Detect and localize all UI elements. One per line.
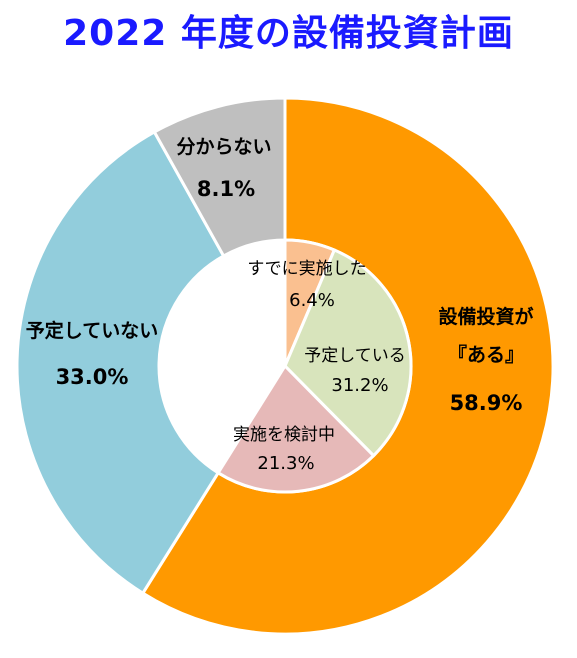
outer-value-2: 8.1%: [197, 177, 255, 201]
outer-label-1: 予定していない: [26, 319, 158, 342]
outer-value-0: 58.9%: [450, 391, 523, 415]
outer-label-0: 設備投資が: [438, 305, 533, 328]
inner-value-2: 21.3%: [257, 453, 314, 474]
outer-slice-1: [15, 129, 226, 596]
outer-value-1: 33.0%: [56, 365, 129, 389]
inner-label-0: すでに実施した: [247, 259, 366, 279]
chart-title: 2022 年度の設備投資計画: [63, 13, 514, 54]
inner-slice-1: [283, 248, 413, 458]
inner-value-0: 6.4%: [289, 290, 335, 311]
outer-label-2: 分からない: [176, 136, 271, 158]
outer-slice-2: [152, 96, 287, 259]
outer-label-0-line2: 『ある』: [448, 344, 524, 366]
inner-slice-2: [216, 363, 376, 494]
inner-label-2: 実施を検討中: [233, 425, 335, 445]
inner-label-1: 予定している: [304, 346, 406, 366]
inner-value-1: 31.2%: [331, 375, 388, 396]
